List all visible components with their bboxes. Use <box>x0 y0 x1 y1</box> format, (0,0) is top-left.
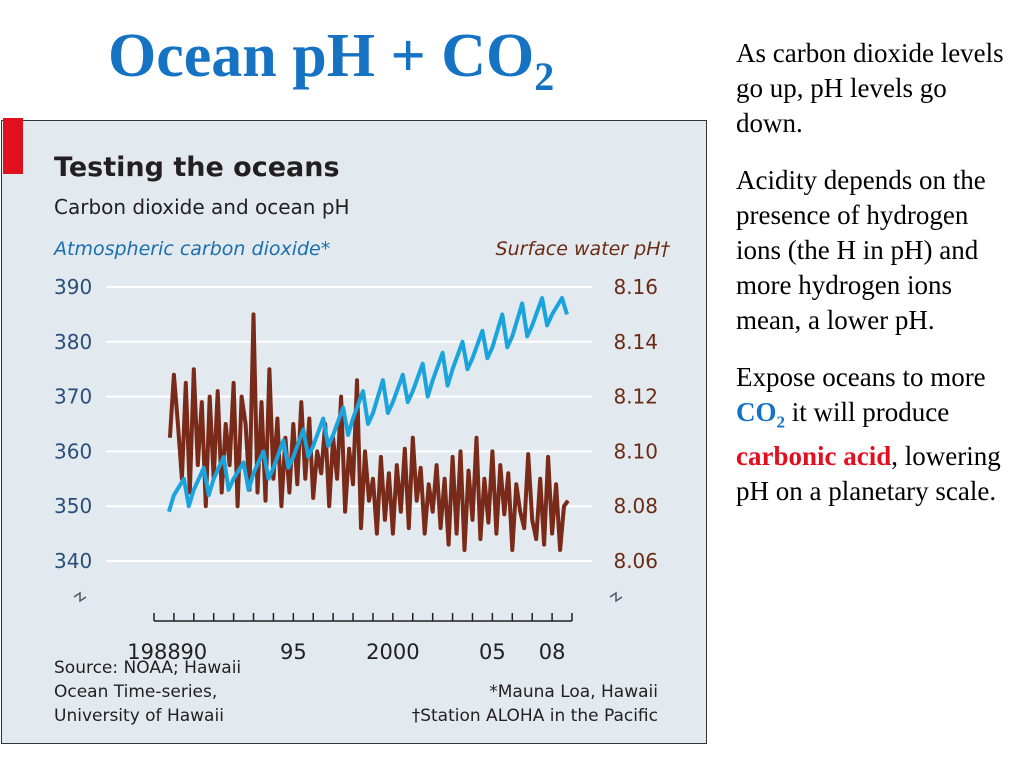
p3-before: Expose oceans to more <box>736 362 986 392</box>
side-paragraph-1: As carbon dioxide levels go up, pH level… <box>736 38 1004 138</box>
left-axis-series-label: Atmospheric carbon dioxide* <box>52 238 330 260</box>
chart-subtitle: Carbon dioxide and ocean pH <box>54 195 350 219</box>
right-axis-series-label: Surface water pH† <box>496 238 671 260</box>
p3-after: , lowering pH on a planetary scale. <box>736 441 1001 507</box>
slide-title-subscript: 2 <box>534 54 555 99</box>
x-tick-label: 95 <box>280 640 307 664</box>
right-tick-label: 8.14 <box>613 330 658 354</box>
ph-series-line <box>167 312 570 552</box>
right-tick-label: 8.10 <box>613 439 658 463</box>
source-line-1: Source: NOAA; Hawaii <box>54 658 241 678</box>
left-tick-label: 380 <box>54 330 92 354</box>
p3-mid: it will produce <box>785 397 950 427</box>
x-tick-label: 05 <box>479 640 506 664</box>
left-tick-label: 390 <box>54 275 92 299</box>
x-tick-label: 1988 <box>127 640 180 664</box>
right-axis-break-mark <box>609 591 623 603</box>
co2-term-subscript: 2 <box>776 412 786 432</box>
red-accent-tab <box>3 118 23 174</box>
chart-panel: Testing the oceans Carbon dioxide and oc… <box>1 120 707 744</box>
right-tick-label: 8.06 <box>613 549 658 573</box>
source-line-3: University of Hawaii <box>54 706 224 726</box>
x-tick-label: 08 <box>539 640 566 664</box>
side-paragraph-3: Expose oceans to more CO2 it will produc… <box>736 360 1008 509</box>
note-mauna-loa: *Mauna Loa, Hawaii <box>489 682 658 702</box>
side-paragraph-2: Acidity depends on the presence of hydro… <box>736 165 986 335</box>
chart-svg: Testing the oceans Carbon dioxide and oc… <box>52 152 671 726</box>
slide-title-text: Ocean pH + CO <box>108 22 535 90</box>
right-tick-label: 8.16 <box>613 275 658 299</box>
left-axis-ticks: 390 380 370 360 350 340 <box>54 275 92 573</box>
left-axis-break-mark <box>73 591 87 603</box>
left-tick-label: 350 <box>54 494 92 518</box>
slide-title: Ocean pH + CO2 <box>108 22 554 97</box>
right-axis-ticks: 8.16 8.14 8.12 8.10 8.08 8.06 <box>613 275 658 573</box>
series-layer <box>166 296 570 552</box>
co2-term: CO2 <box>736 397 785 431</box>
co2-series-line <box>166 296 569 513</box>
x-tick-label: 90 <box>180 640 207 664</box>
x-axis: 1988 90 95 2000 05 08 <box>73 591 623 664</box>
left-tick-label: 340 <box>54 549 92 573</box>
right-tick-label: 8.12 <box>613 385 658 409</box>
note-station-aloha: †Station ALOHA in the Pacific <box>412 706 658 726</box>
carbonic-acid-term: carbonic acid <box>736 441 892 472</box>
x-tick-label: 2000 <box>366 640 419 664</box>
co2-term-text: CO <box>736 397 777 427</box>
side-text: As carbon dioxide levels go up, pH level… <box>736 36 1008 531</box>
source-line-2: Ocean Time-series, <box>54 682 217 702</box>
left-tick-label: 370 <box>54 385 92 409</box>
chart-title: Testing the oceans <box>54 152 340 183</box>
right-tick-label: 8.08 <box>613 494 658 518</box>
left-tick-label: 360 <box>54 439 92 463</box>
